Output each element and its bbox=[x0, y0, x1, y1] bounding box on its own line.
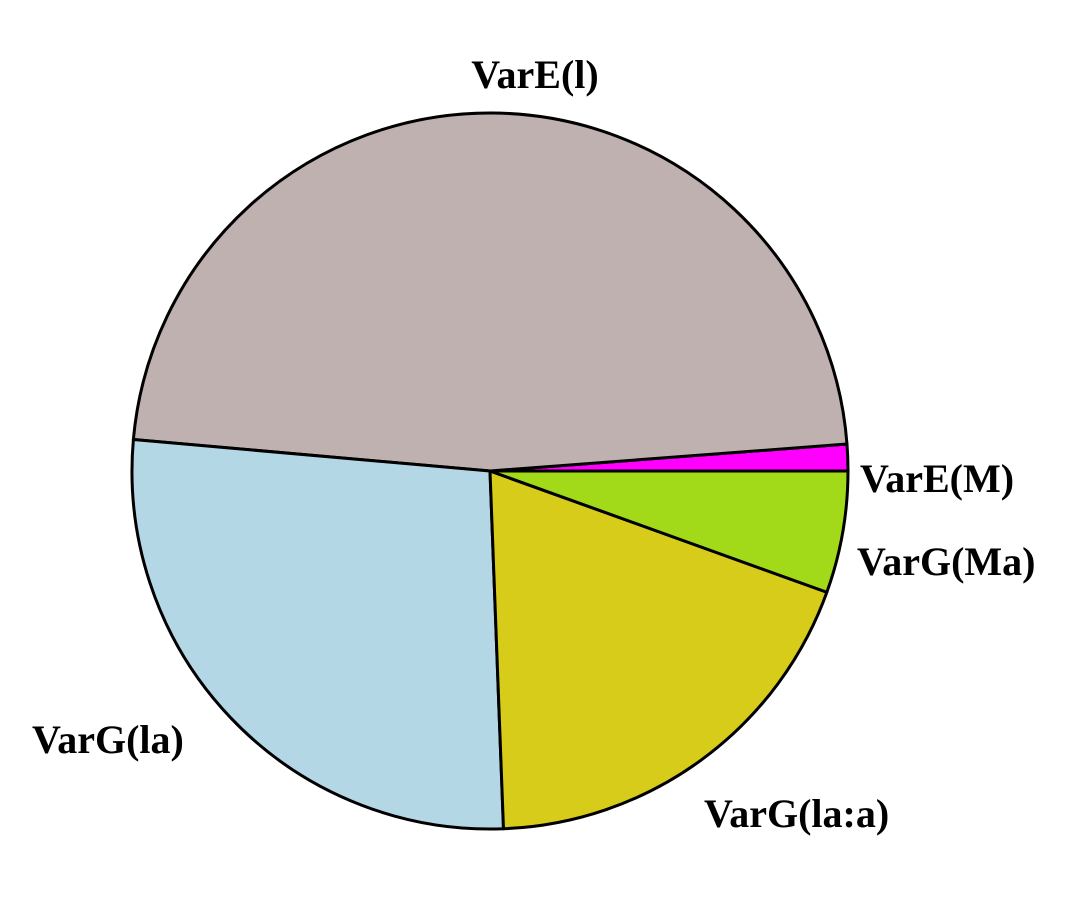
pie-slice-vare-l bbox=[131, 111, 849, 473]
pie-slice-varg-ma bbox=[488, 469, 850, 594]
slice-label-varg-la-a: VarG(la:a) bbox=[704, 791, 889, 836]
pie-slices bbox=[130, 111, 850, 831]
pie-slice-varg-la bbox=[130, 438, 505, 831]
pie-labels: VarE(l) VarE(M) VarG(Ma) VarG(la) VarG(l… bbox=[32, 52, 1035, 836]
slice-label-vare-m: VarE(M) bbox=[860, 456, 1014, 501]
slice-label-varg-ma: VarG(Ma) bbox=[857, 539, 1035, 584]
pie-slice-varg-la-a bbox=[488, 469, 829, 831]
slice-label-varg-la: VarG(la) bbox=[32, 717, 184, 762]
slice-label-vare-l: VarE(l) bbox=[471, 52, 598, 97]
